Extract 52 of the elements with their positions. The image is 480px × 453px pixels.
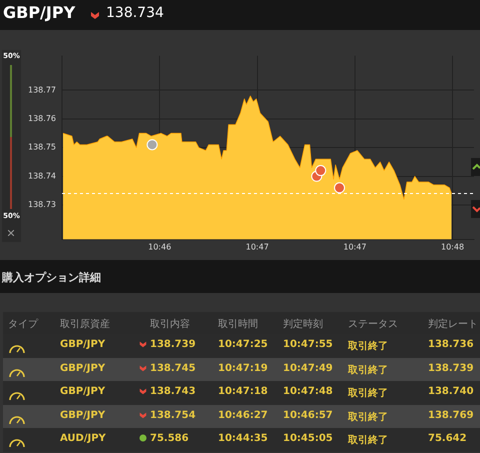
text: 75.642 (428, 433, 467, 444)
text: 取引時間 (218, 318, 258, 331)
point (315, 165, 326, 176)
text: タイプ (8, 318, 38, 331)
x-tick-label: 10:48 (440, 242, 464, 252)
x-tick-label: 10:46 (148, 242, 172, 252)
text: 10:47:49 (283, 362, 333, 374)
chart-subtitle: 138.734 (106, 5, 164, 21)
text: 10:47:25 (218, 339, 268, 350)
y-tick-label: 138.76 (28, 114, 56, 123)
text: 10:45:05 (283, 433, 333, 444)
text: ステータス (348, 318, 398, 331)
text: 75.586 (150, 433, 189, 444)
text: 10:46:57 (283, 410, 333, 420)
text: 10:47:55 (283, 339, 333, 350)
point (334, 182, 346, 194)
text: 取引内容 (150, 318, 190, 331)
text: 138.739 (428, 362, 474, 374)
point (146, 139, 158, 150)
text: 138.739 (150, 339, 196, 350)
y-tick-label: 138.77 (28, 85, 56, 94)
text: AUD/JPY (60, 433, 106, 444)
text: 取引原資産 (60, 318, 110, 331)
text: 138.743 (150, 386, 196, 397)
text: 138.754 (150, 410, 196, 420)
text: 138.736 (428, 339, 474, 350)
text: 10:46:27 (218, 410, 268, 420)
y-tick-label: 138.75 (28, 142, 56, 152)
text: 購入オプション詳細 (2, 270, 101, 285)
text: 10:44:35 (218, 433, 268, 444)
text: GBP/JPY (60, 339, 106, 350)
text: GBP/JPY (60, 410, 106, 420)
text: 138.745 (150, 362, 196, 374)
text: 取引終了 (348, 364, 388, 376)
y-tick-label: 138.73 (28, 200, 56, 210)
chart-title: GBP/JPY (3, 3, 76, 22)
text: 判定時刻 (283, 318, 323, 331)
text: 10:47:19 (218, 362, 268, 374)
text: 10:47:18 (218, 386, 268, 397)
text: GBP/JPY (60, 362, 106, 374)
text: 取引終了 (348, 386, 388, 400)
y-tick-label: 138.74 (28, 171, 56, 180)
text: 10:47:48 (283, 386, 333, 397)
text: 取引終了 (348, 410, 388, 424)
text: 判定レート (428, 318, 478, 331)
text: GBP/JPY (60, 386, 106, 397)
text: 取引終了 (348, 340, 388, 353)
text: 取引終了 (348, 434, 388, 447)
x-tick-label: 10:47 (343, 242, 366, 252)
text: 138.769 (428, 410, 474, 420)
x-tick-label: 10:47 (246, 242, 269, 252)
text: 138.740 (428, 386, 474, 397)
